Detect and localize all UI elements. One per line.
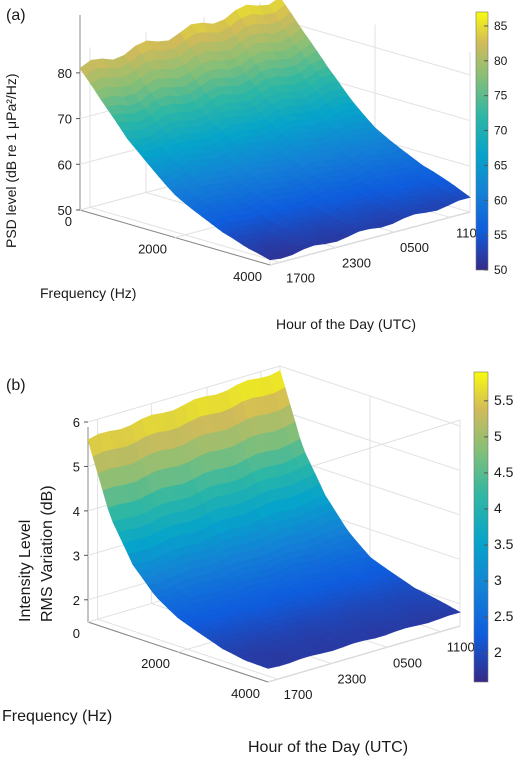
colorbar-tick-label: 2: [494, 644, 502, 660]
z-tick-label: 6: [73, 415, 80, 430]
colorbar-tick-label: 5.5: [494, 392, 514, 408]
panel-a-surface: [79, 0, 471, 261]
panel-b-colorbar: 2 2.5 3 3.5 4 4.5 5 5.5: [473, 371, 514, 683]
y-tick-label: 1700: [284, 687, 313, 702]
panel-b-z-ticks: 2 3 4 5 6: [73, 415, 88, 608]
x-tick-label: 4000: [231, 686, 260, 701]
panel-b-x-axis-label: Frequency (Hz): [2, 708, 112, 725]
panel-b: (b) 2 3 4 5 6 0 2000 4000 1700 2300 0500 1100 Int…: [2, 365, 514, 756]
z-tick-label: 50: [58, 203, 72, 218]
colorbar-tick-label: 55: [494, 228, 508, 242]
y-tick-label: 1100: [447, 640, 475, 655]
y-gridline: [97, 419, 278, 680]
z-tick-label: 2: [73, 593, 80, 608]
panel-b-surface: [87, 370, 461, 669]
colorbar-tick-label: 4: [494, 500, 502, 516]
panel-b-z-axis-label-line2: RMS Variation (dB): [39, 485, 56, 622]
panel-b-z-axis-label-line1: Intensity Level: [17, 520, 34, 622]
colorbar-tick-label: 5: [494, 428, 502, 444]
y-tick-label: 2300: [337, 672, 366, 687]
panel-a-y-axis-label: Hour of the Day (UTC): [276, 316, 416, 332]
panel-b-label: (b): [6, 377, 26, 394]
panel-b-y-axis-label: Hour of the Day (UTC): [248, 739, 408, 756]
colorbar-tick-label: 65: [494, 158, 508, 172]
panel-a-z-ticks: 50 60 70 80: [58, 66, 80, 218]
colorbar-tick-label: 2.5: [494, 608, 514, 624]
panel-a-colorbar: 50 55 60 65 70 75 80 85: [475, 11, 508, 277]
panel-a-x-ticks: 0 2000 4000: [65, 214, 262, 284]
colorbar-tick-label: 70: [494, 124, 508, 138]
y-gridline: [89, 47, 281, 263]
surface-patch: [261, 663, 280, 669]
panel-b-colorbar-scale: [473, 371, 489, 683]
x-tick-label: 2000: [138, 242, 167, 257]
colorbar-tick-label: 80: [494, 54, 508, 68]
panel-a-colorbar-scale: [475, 11, 489, 271]
colorbar-tick-label: 3: [494, 572, 502, 588]
x-tick-label: 0: [73, 626, 80, 641]
z-tick-label: 70: [58, 112, 72, 127]
z-tick-label: 4: [73, 504, 80, 519]
z-tick-label: 3: [73, 548, 80, 563]
y-tick-label: 2300: [342, 256, 371, 271]
x-tick-label: 0: [65, 214, 72, 229]
z-tick-label: 5: [73, 459, 80, 474]
z-tick-label: 80: [58, 66, 72, 81]
colorbar-tick-label: 85: [494, 19, 508, 33]
colorbar-tick-label: 50: [494, 263, 508, 277]
x-tick-label: 4000: [233, 269, 262, 284]
x-gridline: [269, 52, 471, 266]
x-gridline: [267, 426, 461, 683]
colorbar-tick-label: 3.5: [494, 536, 514, 552]
colorbar-tick-label: 60: [494, 193, 508, 207]
panel-a-z-axis-label: PSD level (dB re 1 μPa²/Hz): [3, 73, 19, 248]
panel-b-y-ticks: 1700 2300 0500 1100: [284, 640, 475, 703]
y-tick-label: 0500: [393, 655, 422, 670]
panel-a-x-axis-label: Frequency (Hz): [40, 285, 136, 301]
x-tick-label: 2000: [141, 656, 170, 671]
panel-a-label: (a): [6, 7, 26, 24]
y-tick-label: 1700: [286, 270, 315, 285]
panel-b-x-ticks: 0 2000 4000: [73, 626, 260, 701]
z-tick-label: 60: [58, 157, 72, 172]
colorbar-tick-label: 75: [494, 89, 508, 103]
colorbar-tick-label: 4.5: [494, 464, 514, 480]
y-tick-label: 0500: [400, 240, 429, 255]
surface-patch: [263, 255, 283, 261]
